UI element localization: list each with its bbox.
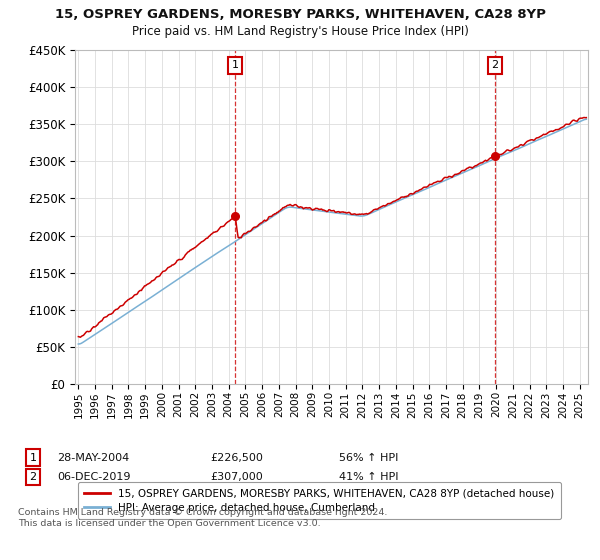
Text: 2: 2 [29, 472, 37, 482]
Text: £307,000: £307,000 [210, 472, 263, 482]
Text: 06-DEC-2019: 06-DEC-2019 [57, 472, 131, 482]
Text: Price paid vs. HM Land Registry's House Price Index (HPI): Price paid vs. HM Land Registry's House … [131, 25, 469, 38]
Legend: 15, OSPREY GARDENS, MORESBY PARKS, WHITEHAVEN, CA28 8YP (detached house), HPI: A: 15, OSPREY GARDENS, MORESBY PARKS, WHITE… [77, 482, 561, 519]
Text: 56% ↑ HPI: 56% ↑ HPI [339, 452, 398, 463]
Text: £226,500: £226,500 [210, 452, 263, 463]
Text: 28-MAY-2004: 28-MAY-2004 [57, 452, 129, 463]
Text: 41% ↑ HPI: 41% ↑ HPI [339, 472, 398, 482]
Text: Contains HM Land Registry data © Crown copyright and database right 2024.
This d: Contains HM Land Registry data © Crown c… [18, 508, 388, 528]
Text: 1: 1 [29, 452, 37, 463]
Text: 1: 1 [232, 60, 239, 70]
Text: 15, OSPREY GARDENS, MORESBY PARKS, WHITEHAVEN, CA28 8YP: 15, OSPREY GARDENS, MORESBY PARKS, WHITE… [55, 8, 545, 21]
Text: 2: 2 [491, 60, 499, 70]
